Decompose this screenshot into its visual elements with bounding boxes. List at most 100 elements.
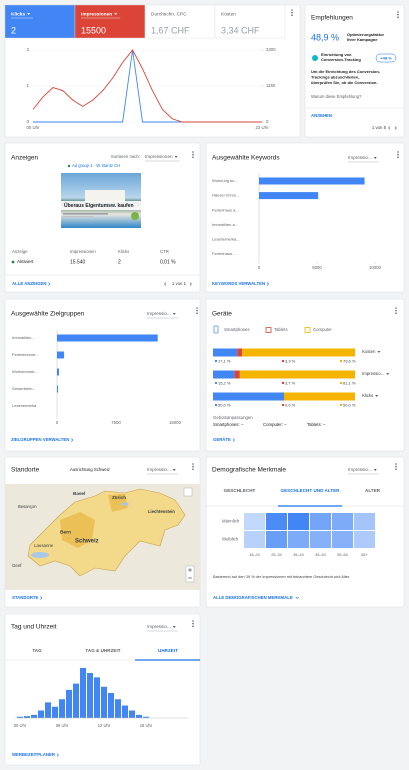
ad-text-line: [63, 213, 108, 215]
dropdown-arrow: [377, 351, 381, 353]
description: Um die Einrichtung des Conversion-: [311, 69, 381, 74]
metric-tab[interactable]: [74, 4, 146, 39]
score-label: Optimierungsfaktor: [347, 32, 385, 37]
tab-label[interactable]: ALTER: [365, 488, 380, 493]
category-label: Lesehemerka: [12, 403, 37, 408]
table-cell: 0,01 %: [160, 259, 176, 265]
chevron: [232, 438, 235, 442]
column-header: Impressionen: [70, 249, 96, 254]
chevron-down: [295, 596, 299, 599]
card-title: Standorte: [11, 467, 40, 474]
metric-value: 15500: [81, 25, 106, 35]
bar: [57, 385, 59, 393]
tab[interactable]: GESCHLECHT UND ALTER: [275, 488, 345, 504]
map-zoom[interactable]: [185, 565, 195, 583]
category-label: Häuser Immo...: [212, 193, 239, 198]
bar-segment: [213, 348, 238, 357]
heat-cell: [310, 513, 331, 530]
item: Einrichtung von: [321, 52, 352, 57]
menu-dot: [192, 625, 194, 627]
heat-cell: [354, 513, 375, 530]
link[interactable]: ZIELGRUPPEN VERWALTEN: [11, 437, 69, 442]
bar: [57, 368, 59, 376]
description: überprüfen Sie, ob die Conversion-: [311, 80, 378, 85]
bar: [259, 177, 365, 185]
bar: [17, 716, 23, 718]
why-link[interactable]: Warum diese Empfehlung?: [311, 94, 362, 99]
value-label: 15,2 %: [218, 380, 231, 385]
link[interactable]: GERÄTE: [213, 437, 231, 442]
lake: [121, 502, 129, 506]
dropdown[interactable]: Impressio...: [348, 155, 372, 160]
y-tick-label: 0: [27, 119, 30, 124]
metric-tab[interactable]: [144, 4, 216, 39]
dropdown[interactable]: Impressio...: [348, 467, 372, 472]
region: [108, 494, 128, 512]
dropdown[interactable]: Impressio...: [147, 311, 171, 316]
tab[interactable]: ALTER: [345, 488, 400, 504]
link[interactable]: ALLE DEMOGRAFISCHEN MERKMALE: [213, 595, 293, 600]
link[interactable]: STANDORTE: [12, 595, 39, 600]
metric-tab[interactable]: [214, 4, 286, 39]
link[interactable]: KEYWORDS VERWALTEN: [212, 281, 265, 286]
value-label: 79,6 %: [343, 358, 356, 363]
column-label: 18–24: [249, 553, 260, 557]
bar-segment: [213, 392, 284, 401]
bar: [94, 677, 100, 718]
y-tick-label: 1: [27, 83, 30, 88]
column-label: 35–44: [293, 553, 304, 557]
menu-dot: [192, 463, 194, 465]
menu-dot: [291, 9, 293, 11]
bar: [129, 710, 135, 718]
x-tick-label: 12 Uhr: [98, 723, 111, 728]
tab[interactable]: TAG & UHRZEIT: [85, 648, 120, 653]
menu-dot: [395, 309, 397, 312]
ad-house: [85, 190, 125, 202]
category-dropdown[interactable]: Kosten: [362, 349, 376, 354]
menu-dot: [192, 620, 194, 622]
link[interactable]: ALLE ANZEIGEN: [12, 281, 46, 286]
place-label: Genf: [12, 563, 22, 568]
dropdown[interactable]: Impressionen: [145, 154, 173, 159]
dropdown[interactable]: Impressio...: [147, 624, 171, 629]
category-dropdown[interactable]: Impressio...: [362, 371, 384, 376]
bar: [66, 689, 72, 718]
legend-dot: [340, 382, 342, 384]
action[interactable]: ANSEHEN: [311, 113, 332, 118]
tab[interactable]: UHRZEIT: [158, 648, 178, 653]
legend-dot: [282, 360, 284, 362]
adjustment: Smartphones: –: [213, 422, 244, 427]
ad-group: Ad group 1 · W. Bantz CH: [72, 163, 120, 168]
legend-dot: [340, 360, 342, 362]
map-control[interactable]: [183, 487, 193, 497]
category-label: Gewerbeim...: [12, 386, 36, 391]
category-dropdown[interactable]: Klicks: [362, 393, 373, 398]
x-tick-label: 0: [258, 265, 261, 270]
ad-button: [131, 212, 139, 220]
legend-dot: [215, 404, 217, 406]
menu-dot: [192, 151, 194, 153]
chevron: [40, 596, 43, 600]
tab-label[interactable]: GESCHLECHT UND ALTER: [280, 488, 340, 493]
bar: [57, 351, 65, 359]
country: [27, 488, 186, 577]
bar-segment: [213, 370, 235, 379]
menu-dot: [196, 307, 198, 309]
bar-segment: [237, 348, 242, 357]
link[interactable]: WERBEZEITPLANER: [12, 752, 56, 757]
column-label: 45–54: [315, 553, 326, 557]
heat-cell: [310, 531, 331, 548]
tab[interactable]: TAG: [32, 648, 42, 653]
heat-cell: [266, 531, 287, 548]
tab-label[interactable]: GESCHLECHT: [223, 488, 256, 493]
card-title: Anzeigen: [11, 155, 38, 162]
metric-tab[interactable]: [4, 4, 76, 39]
description: Trackings abzuschließen,: [311, 75, 359, 80]
dropdown[interactable]: Impressio...: [147, 467, 171, 472]
menu-dot: [397, 153, 399, 156]
bar: [57, 334, 158, 342]
menu-dot: [395, 463, 397, 465]
score: 48,9 %: [311, 32, 339, 42]
tab[interactable]: GESCHLECHT: [212, 488, 267, 504]
